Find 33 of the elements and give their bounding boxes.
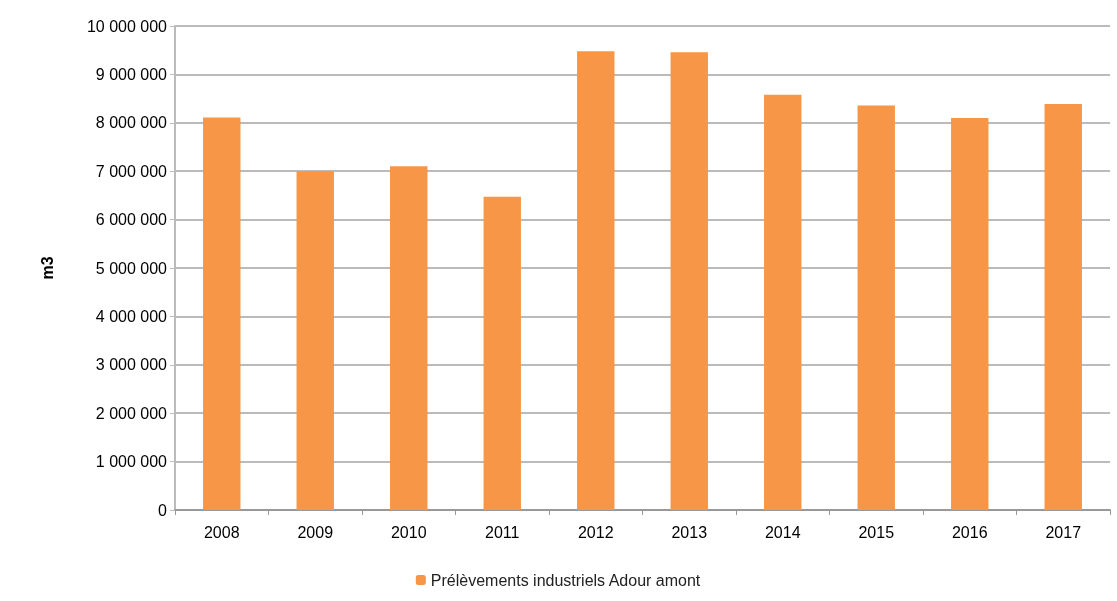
y-tick-label: 5 000 000 [95, 259, 168, 277]
y-tick-label: 3 000 000 [95, 356, 168, 374]
bar [483, 196, 521, 510]
bar [764, 94, 802, 510]
bar [1044, 103, 1082, 510]
x-tick-label: 2015 [858, 523, 895, 541]
x-tick-label: 2017 [1045, 523, 1082, 541]
x-tick-label: 2012 [577, 523, 614, 541]
x-tick-label: 2011 [485, 523, 520, 541]
bar [390, 166, 428, 510]
x-tick-label: 2016 [951, 523, 988, 541]
y-tick-label: 4 000 000 [95, 307, 168, 325]
y-tick-label: 0 [158, 501, 168, 519]
bar [577, 51, 615, 510]
y-tick-label: 1 000 000 [95, 453, 168, 471]
y-tick-label: 6 000 000 [95, 211, 168, 229]
x-tick-label: 2013 [671, 523, 708, 541]
x-tick-label: 2010 [390, 523, 427, 541]
x-tick-label: 2009 [297, 523, 334, 541]
legend-label: Prélèvements industriels Adour amont [430, 571, 701, 589]
x-tick-label: 2008 [203, 523, 240, 541]
bar [857, 105, 895, 510]
y-tick-label: 10 000 000 [86, 17, 168, 35]
y-tick-label: 7 000 000 [95, 162, 168, 180]
y-tick-label: 9 000 000 [95, 65, 168, 83]
bar [296, 171, 334, 510]
y-tick-label: 8 000 000 [95, 114, 168, 132]
x-tick-label: 2014 [764, 523, 801, 541]
y-tick-label: 2 000 000 [95, 404, 168, 422]
bar [203, 117, 241, 510]
bar [670, 52, 708, 510]
bar [951, 117, 989, 510]
y-axis-title: m3 [38, 256, 56, 280]
